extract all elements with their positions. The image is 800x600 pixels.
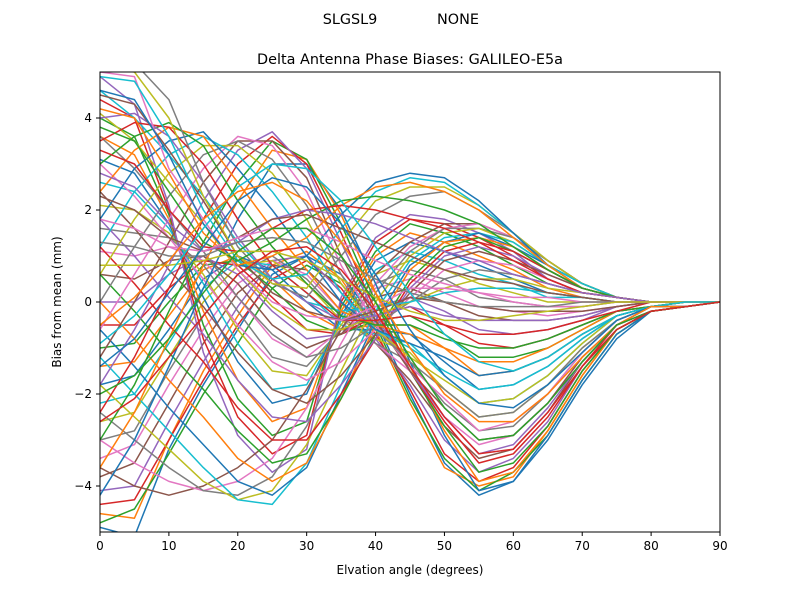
y-tick-label: 4 (84, 111, 92, 125)
series-line-s69 (100, 250, 720, 322)
x-axis-label: Elvation angle (degrees) (337, 563, 484, 577)
y-tick-label: −4 (74, 479, 92, 493)
series-line-s54 (100, 121, 720, 335)
x-tick-label: 90 (712, 539, 727, 553)
x-tick-label: 0 (96, 539, 104, 553)
chart-title: Delta Antenna Phase Biases: GALILEO-E5a (257, 52, 563, 68)
series-line-s71 (100, 177, 720, 409)
suptitle-right: NONE (437, 12, 479, 28)
y-axis-label: Bias from mean (mm) (50, 236, 64, 367)
series-line-s74 (100, 246, 720, 455)
y-tick-label: 2 (84, 203, 92, 217)
x-tick-label: 70 (575, 539, 590, 553)
y-tick-label: 0 (84, 295, 92, 309)
suptitle-left: SLGSL9 (323, 12, 378, 28)
x-tick-label: 50 (437, 539, 452, 553)
series-group (100, 72, 720, 532)
x-tick-label: 10 (161, 539, 176, 553)
x-tick-label: 40 (368, 539, 383, 553)
x-tick-label: 80 (643, 539, 658, 553)
x-tick-label: 20 (230, 539, 245, 553)
series-line-s1 (100, 255, 720, 532)
x-tick-label: 60 (506, 539, 521, 553)
x-tick-label: 30 (299, 539, 314, 553)
series-line-s56 (100, 94, 720, 322)
x-axis-ticks: 0 10 20 30 40 50 60 70 80 90 (96, 532, 728, 553)
y-tick-label: −2 (74, 387, 92, 401)
series-line-s70 (100, 163, 720, 372)
series-line-s73 (100, 227, 720, 441)
y-axis-ticks: −4 −2 0 2 4 (74, 111, 100, 493)
